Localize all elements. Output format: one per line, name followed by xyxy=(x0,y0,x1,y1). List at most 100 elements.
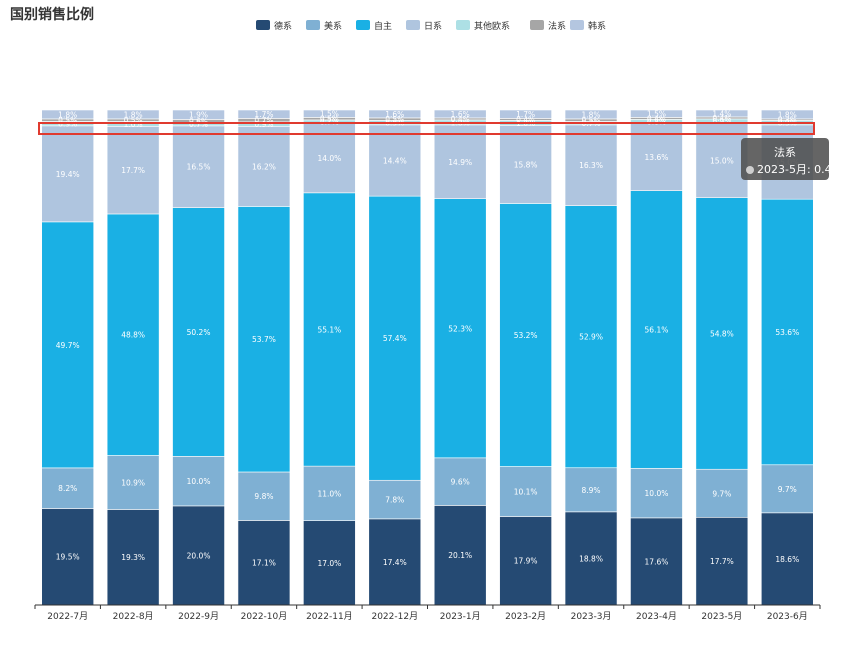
bar-segment[interactable] xyxy=(41,109,95,120)
data-label: 0.4% xyxy=(712,114,731,123)
bar-segment[interactable] xyxy=(237,206,291,473)
bar-segment[interactable] xyxy=(564,109,618,120)
bar-segment[interactable] xyxy=(368,195,422,481)
legend-label-2[interactable]: 自主 xyxy=(374,20,392,32)
bar-segment[interactable] xyxy=(368,124,422,197)
data-label: 18.6% xyxy=(775,555,799,564)
legend-swatch-1[interactable] xyxy=(306,20,320,30)
bar-segment[interactable] xyxy=(106,126,160,215)
legend-label-3[interactable]: 日系 xyxy=(424,21,442,32)
data-label: 53.2% xyxy=(514,331,538,340)
bar-segment[interactable] xyxy=(564,205,618,469)
legend-swatch-0[interactable] xyxy=(256,20,270,30)
bar-segment[interactable] xyxy=(630,517,683,606)
bar-segment[interactable] xyxy=(630,468,683,519)
bar-segment[interactable] xyxy=(172,125,225,208)
data-label: 1.7% xyxy=(254,110,273,119)
bar-segment[interactable] xyxy=(106,109,160,120)
bar-segment[interactable] xyxy=(172,109,225,120)
bar-segment[interactable] xyxy=(41,125,95,223)
legend-label-1[interactable]: 美系 xyxy=(324,20,342,32)
bar-segment[interactable] xyxy=(499,125,552,204)
legend-swatch-5[interactable] xyxy=(530,20,544,30)
bar-segment[interactable] xyxy=(564,124,618,206)
data-label: 14.0% xyxy=(317,154,341,163)
data-label: 10.1% xyxy=(514,488,538,497)
bar-segment[interactable] xyxy=(106,213,160,456)
bar-segment[interactable] xyxy=(368,109,422,119)
bar-segment[interactable] xyxy=(499,466,552,517)
bar-segment[interactable] xyxy=(41,508,95,606)
bar-segment[interactable] xyxy=(630,109,683,118)
data-label: 0.9% xyxy=(58,120,77,129)
legend-label-0[interactable]: 德系 xyxy=(274,20,292,32)
bar-segment[interactable] xyxy=(106,509,160,606)
legend-swatch-2[interactable] xyxy=(356,20,370,30)
bar-segment[interactable] xyxy=(433,457,487,506)
bar-segment[interactable] xyxy=(695,516,749,606)
data-label: 18.8% xyxy=(579,554,603,563)
bar-segment[interactable] xyxy=(368,518,422,606)
bar-segment[interactable] xyxy=(499,516,552,606)
bar-segment[interactable] xyxy=(41,467,95,509)
bar-segment[interactable] xyxy=(564,467,618,513)
legend-label-6[interactable]: 韩系 xyxy=(588,20,606,32)
data-label: 15.0% xyxy=(710,157,734,166)
data-label: 17.4% xyxy=(383,558,407,567)
data-label: 0.7% xyxy=(189,120,208,129)
bar-segment[interactable] xyxy=(237,126,291,207)
bar-segment[interactable] xyxy=(433,109,487,119)
bar-segment[interactable] xyxy=(695,123,749,199)
bar-segment[interactable] xyxy=(499,109,552,119)
bar-segment[interactable] xyxy=(499,203,552,467)
bar-segment[interactable] xyxy=(303,109,356,118)
bar-segment[interactable] xyxy=(760,464,814,514)
bar-segment[interactable] xyxy=(303,465,356,521)
data-label: 1.4% xyxy=(712,109,731,118)
data-label: 20.0% xyxy=(187,551,211,560)
data-label: 1.0% xyxy=(124,120,143,129)
data-label: 7.8% xyxy=(385,496,404,505)
data-label: 52.9% xyxy=(579,333,603,342)
legend-swatch-6[interactable] xyxy=(570,20,584,30)
page-title: 国别销售比例 xyxy=(10,7,94,23)
data-label: 8.9% xyxy=(582,486,601,495)
bar-segment[interactable] xyxy=(695,109,749,118)
data-label: 9.8% xyxy=(254,492,273,501)
data-label: 0.5% xyxy=(58,116,77,125)
data-label: 50.2% xyxy=(187,328,211,337)
bar-segment[interactable] xyxy=(695,197,749,470)
legend-label-5[interactable]: 法系 xyxy=(548,20,566,32)
bar-segment[interactable] xyxy=(433,124,487,199)
legend-swatch-3[interactable] xyxy=(406,20,420,30)
bar-segment[interactable] xyxy=(630,190,683,469)
bar-segment[interactable] xyxy=(695,468,749,518)
legend-label-4[interactable]: 其他欧系 xyxy=(474,20,510,32)
data-label: 49.7% xyxy=(56,341,80,350)
data-label: 17.7% xyxy=(121,166,145,175)
data-label: 19.4% xyxy=(56,170,80,179)
bar-segment[interactable] xyxy=(106,455,160,510)
bar-segment[interactable] xyxy=(433,505,487,606)
bar-segment[interactable] xyxy=(433,198,487,459)
bar-segment[interactable] xyxy=(172,456,225,507)
highlight-box xyxy=(38,122,815,135)
legend-swatch-4[interactable] xyxy=(456,20,470,30)
data-label: 19.3% xyxy=(121,553,145,562)
bar-segment[interactable] xyxy=(303,192,356,467)
bar-segment[interactable] xyxy=(564,511,618,606)
data-label: 16.2% xyxy=(252,162,276,171)
data-label: 1.5% xyxy=(320,110,339,119)
data-label: 0.9% xyxy=(712,117,731,126)
bar-segment[interactable] xyxy=(41,221,95,469)
bar-segment[interactable] xyxy=(172,207,225,457)
data-label: 1.8% xyxy=(124,110,143,119)
bar-segment[interactable] xyxy=(760,109,814,120)
data-label: 17.7% xyxy=(710,557,734,566)
data-label: 0.5% xyxy=(385,115,404,124)
bar-segment[interactable] xyxy=(237,109,291,119)
bar-segment[interactable] xyxy=(368,479,422,520)
data-label: 56.1% xyxy=(645,326,669,335)
data-label: 1.8% xyxy=(582,110,601,119)
bar-segment[interactable] xyxy=(237,520,291,606)
